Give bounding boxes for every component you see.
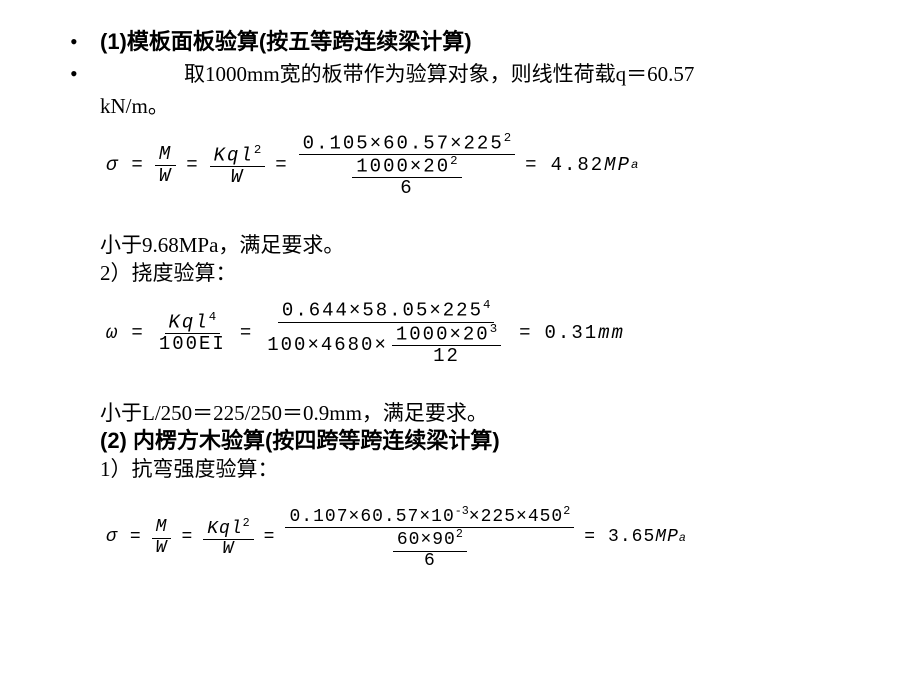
section2-heading: (2) 内楞方木验算(按四跨等跨连续梁计算): [70, 427, 850, 455]
nested-frac-1: 1000×202 6: [352, 155, 461, 199]
frac-Kql4-100EI: Kql4 100EI: [155, 311, 230, 355]
bullet-dot: •: [70, 28, 100, 56]
frac-M-over-W-2: M W: [152, 518, 172, 559]
frac-big-3: 0.107×60.57×10-3×225×4502 60×902 6: [285, 505, 574, 572]
section1-intro-line2: kN/m。: [70, 92, 850, 120]
num-a: 0.644: [282, 300, 349, 322]
bullet-row-2: • 取1000mm宽的板带作为验算对象，则线性荷载q＝60.57: [70, 60, 850, 88]
frac-big-1: 0.105×60.57×2252 1000×202 6: [299, 132, 515, 199]
frac-M-over-W: M W: [155, 144, 176, 187]
inner-num-exp: 2: [450, 154, 457, 168]
num-e-exp: 2: [563, 504, 570, 518]
frac-num-prefix: Kql: [207, 519, 242, 539]
section2-subheading1: 1）抗弯强度验算：: [70, 455, 850, 483]
num-c-exp: -3: [455, 504, 469, 518]
frac-num: M: [152, 518, 172, 539]
frac-num-exp: 4: [209, 310, 216, 324]
inner-den: 6: [420, 552, 440, 572]
num-c: 225: [464, 132, 504, 154]
nested-frac-2: 1000×203 12: [392, 323, 501, 367]
section1-subheading2: 2）挠度验算：: [70, 259, 850, 287]
section1-formula-sigma: σ = M W = Kql2 W = 0.105×60.57×2252 1000…: [100, 132, 850, 199]
num-c-exp: 2: [504, 131, 511, 145]
num-c: 225: [443, 300, 483, 322]
inner-num: 1000×20: [396, 323, 490, 345]
inner-num-exp: 2: [456, 527, 463, 541]
result-val: 3.65: [608, 528, 655, 548]
num-e: 450: [528, 507, 563, 527]
frac-num-prefix: Kql: [214, 144, 254, 166]
nested-frac-3: 60×902 6: [393, 528, 467, 572]
frac-Kql2-over-W-2: Kql2 W: [203, 517, 253, 561]
num-c-exp: 4: [483, 298, 490, 312]
frac-den: W: [155, 166, 176, 187]
frac-den: 100EI: [159, 333, 226, 355]
document-page: • (1)模板面板验算(按五等跨连续梁计算) • 取1000mm宽的板带作为验算…: [0, 0, 920, 690]
den-prefix: 100×4680×: [267, 334, 388, 356]
unit: mm: [598, 323, 625, 344]
frac-Kql2-over-W: Kql2 W: [210, 144, 266, 188]
unit-sub: a: [631, 159, 638, 173]
section1-formula-omega: ω = Kql4 100EI = 0.644×58.05×2254 100×46…: [100, 299, 850, 366]
frac-big-2: 0.644×58.05×2254 100×4680× 1000×203 12: [263, 299, 509, 366]
frac-num: M: [155, 144, 176, 166]
inner-den: 12: [429, 346, 464, 367]
num-b: 60.57: [360, 507, 419, 527]
inner-den: 6: [396, 178, 417, 199]
unit-M: M: [655, 528, 667, 548]
section1-heading: (1)模板面板验算(按五等跨连续梁计算): [100, 28, 472, 56]
frac-den: W: [227, 167, 248, 188]
section2-formula-sigma: σ = M W = Kql2 W = 0.107×60.57×10-3×225×…: [100, 505, 850, 572]
section1-conclusion1: 小于9.68MPa，满足要求。: [70, 231, 850, 259]
num-b: 60.57: [383, 132, 450, 154]
section1-intro-line1: 取1000mm宽的板带作为验算对象，则线性荷载q＝60.57: [100, 60, 694, 88]
num-a: 0.105: [303, 132, 370, 154]
inner-num: 60×90: [397, 530, 456, 550]
unit-P: P: [618, 155, 631, 176]
frac-num-prefix: Kql: [169, 311, 209, 333]
frac-den: W: [152, 539, 172, 559]
num-d: 225: [481, 507, 516, 527]
num-b: 58.05: [362, 300, 429, 322]
unit-sub: a: [679, 532, 686, 545]
unit-P: P: [667, 528, 679, 548]
result-val: 4.82: [551, 155, 605, 176]
sigma-var: σ: [106, 155, 119, 176]
sigma-var: σ: [106, 528, 118, 548]
num-a: 0.107: [289, 507, 348, 527]
inner-num-exp: 3: [490, 322, 497, 336]
section1-conclusion2: 小于L/250＝225/250＝0.9mm，满足要求。: [70, 399, 850, 427]
result-val: 0.31: [545, 323, 599, 344]
frac-den: W: [219, 540, 239, 560]
unit-M: M: [604, 155, 617, 176]
inner-num: 1000×20: [356, 156, 450, 178]
omega-var: ω: [106, 323, 119, 344]
bullet-row-1: • (1)模板面板验算(按五等跨连续梁计算): [70, 28, 850, 56]
bullet-dot: •: [70, 60, 100, 88]
num-c: 10: [431, 507, 455, 527]
frac-num-exp: 2: [254, 143, 261, 157]
frac-num-exp: 2: [243, 516, 250, 530]
